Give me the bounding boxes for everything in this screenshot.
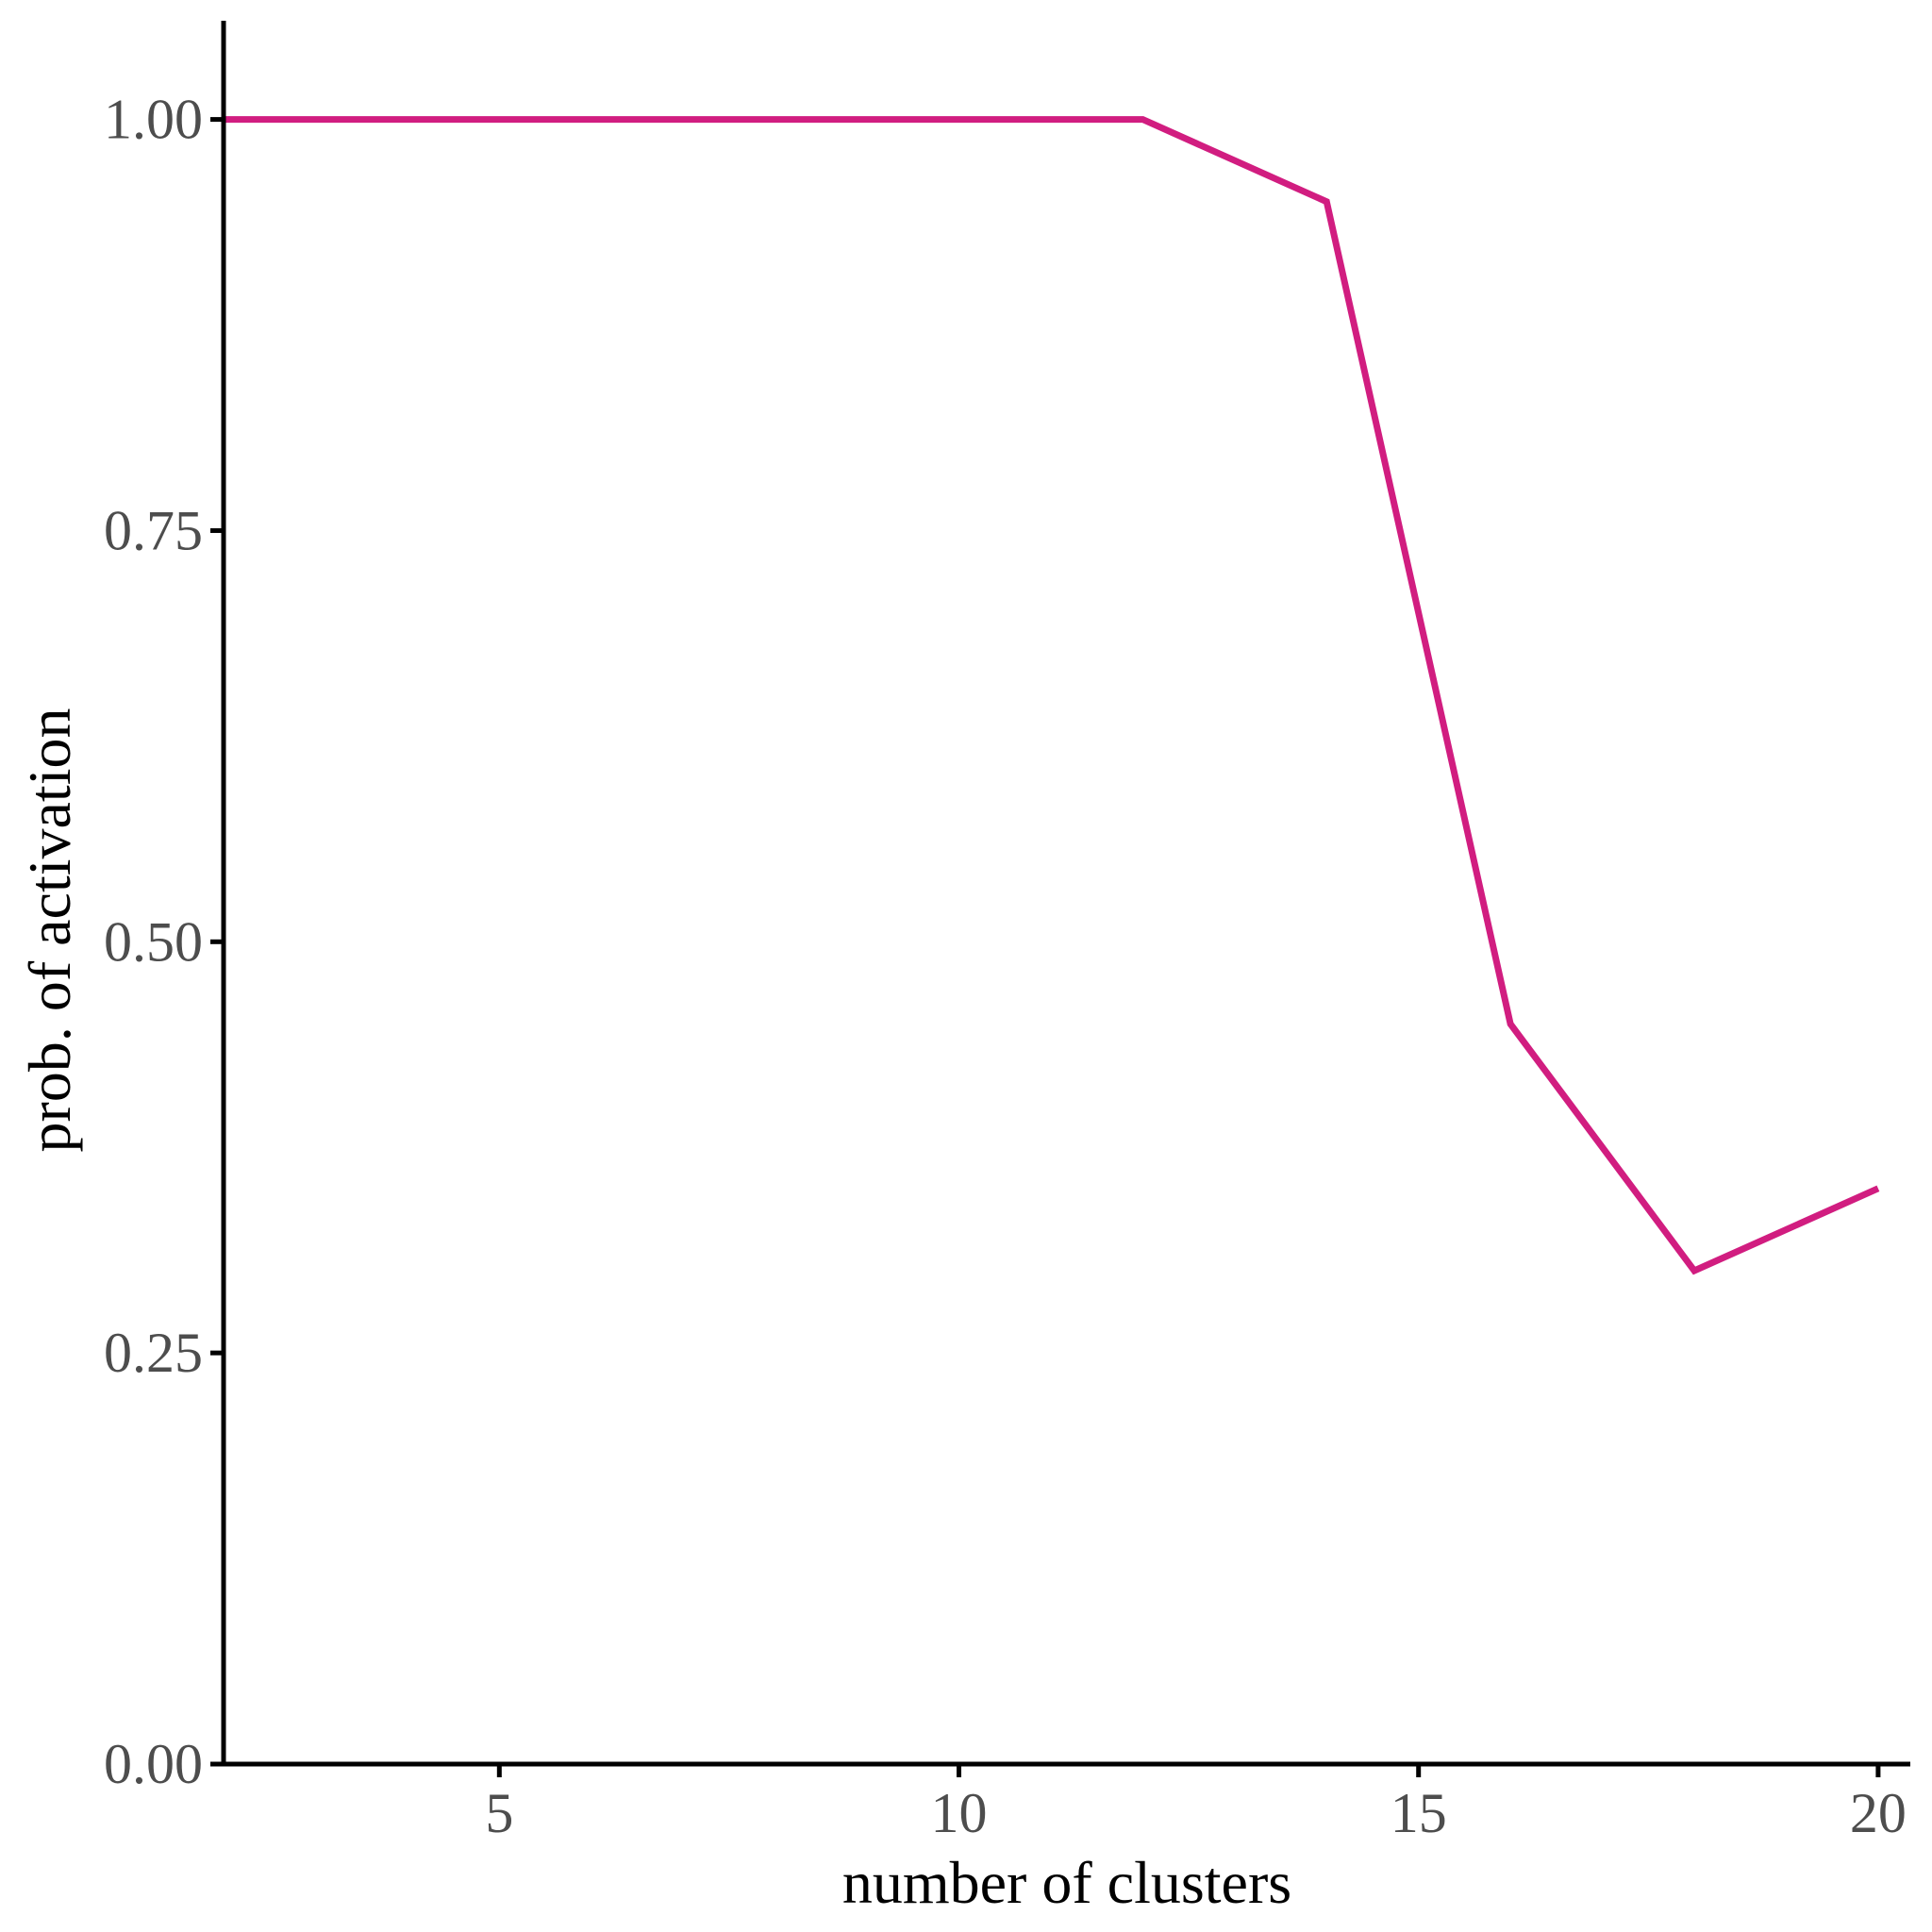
x-ticks: 5 10 15 20 xyxy=(485,1764,1907,1844)
x-axis: 5 10 15 20 xyxy=(221,1761,1910,1844)
x-tick-label: 5 xyxy=(485,1782,513,1844)
y-ticks: 0.00 0.25 0.50 0.75 1.00 xyxy=(104,89,224,1795)
x-axis-title: number of clusters xyxy=(842,1849,1291,1916)
x-tick-label: 15 xyxy=(1391,1782,1447,1844)
series-line xyxy=(224,116,1880,1275)
y-tick-label: 0.25 xyxy=(104,1322,203,1384)
series-layer xyxy=(224,116,1880,1275)
x-tick-label: 20 xyxy=(1850,1782,1907,1844)
y-tick-label: 0.50 xyxy=(104,910,203,973)
y-axis-title: prob. of activation xyxy=(16,708,83,1153)
y-tick-label: 0.75 xyxy=(104,499,203,561)
y-tick-label: 0.00 xyxy=(104,1733,203,1795)
x-tick-label: 10 xyxy=(931,1782,988,1844)
y-tick-label: 1.00 xyxy=(104,89,203,151)
y-axis: 0.00 0.25 0.50 0.75 1.00 xyxy=(104,21,226,1795)
